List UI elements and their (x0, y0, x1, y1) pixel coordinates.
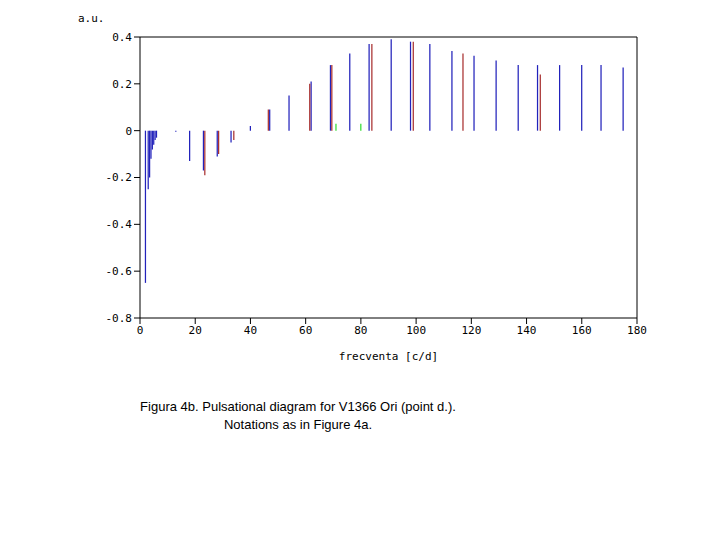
svg-text:-0.6: -0.6 (106, 265, 133, 278)
svg-text:180: 180 (627, 324, 647, 337)
svg-text:60: 60 (299, 324, 312, 337)
svg-text:20: 20 (189, 324, 202, 337)
svg-text:80: 80 (354, 324, 367, 337)
svg-text:-0.4: -0.4 (106, 218, 133, 231)
svg-text:100: 100 (406, 324, 426, 337)
svg-text:0.2: 0.2 (112, 78, 132, 91)
svg-text:0: 0 (137, 324, 144, 337)
svg-text:40: 40 (244, 324, 257, 337)
svg-text:140: 140 (517, 324, 537, 337)
html-text:Notations as in Figure 4a.: Notations as in Figure 4a. (223, 417, 373, 432)
html-text:a.u.: a.u. (78, 12, 105, 25)
svg-text:-0.2: -0.2 (106, 171, 133, 184)
svg-text:160: 160 (572, 324, 592, 337)
svg-text:frecventa [c/d]: frecventa [c/d] (339, 350, 438, 363)
html-text:Figura 4b. Pulsational diagram: Figura 4b. Pulsational diagram for V1366… (140, 399, 456, 414)
svg-text:0.4: 0.4 (112, 31, 132, 44)
svg-text:-0.8: -0.8 (106, 312, 133, 325)
svg-text:120: 120 (461, 324, 481, 337)
svg-text:0: 0 (125, 125, 132, 138)
